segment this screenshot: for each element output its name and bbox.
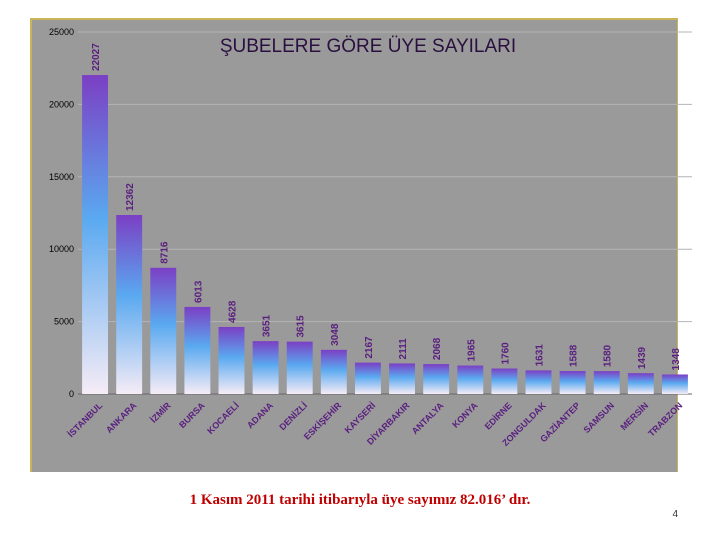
y-tick-label: 0 <box>69 389 74 399</box>
data-label: 2111 <box>398 338 409 360</box>
x-tick-label: EDİRNE <box>483 400 514 431</box>
data-label: 3651 <box>262 314 273 337</box>
data-label: 1760 <box>500 342 511 365</box>
x-tick-label: ANTALYA <box>410 400 446 436</box>
data-label: 1965 <box>466 339 477 362</box>
bar <box>389 363 416 394</box>
data-label: 3048 <box>330 323 341 346</box>
data-label: 12362 <box>125 183 136 211</box>
x-tick-label: İZMİR <box>148 400 173 425</box>
x-tick-label: KONYA <box>450 400 480 430</box>
bar <box>354 362 381 394</box>
data-label: 4628 <box>228 300 239 323</box>
data-label: 22027 <box>91 43 102 71</box>
data-label: 1348 <box>671 348 682 371</box>
x-tick-label: KOCAELİ <box>205 400 241 436</box>
page-number: 4 <box>672 509 678 520</box>
x-tick-label: SAMSUN <box>581 400 616 435</box>
bar <box>82 75 109 394</box>
bar <box>150 267 177 394</box>
data-label: 1580 <box>603 344 614 367</box>
y-tick-label: 10000 <box>49 244 74 254</box>
data-label: 3615 <box>296 315 307 338</box>
y-tick-label: 5000 <box>54 317 74 327</box>
data-label: 1439 <box>637 346 648 369</box>
data-label: 6013 <box>193 280 204 303</box>
footer-note: 1 Kasım 2011 tarihi itibarıyla üye sayım… <box>189 492 531 508</box>
bar <box>116 214 143 394</box>
x-tick-label: MERSİN <box>618 400 650 432</box>
bar <box>320 349 347 394</box>
x-tick-label: KAYSERİ <box>343 400 378 435</box>
x-tick-label: TRABZON <box>646 400 684 438</box>
bar <box>252 341 279 394</box>
y-tick-label: 15000 <box>49 172 74 182</box>
data-label: 2167 <box>364 336 375 359</box>
bar <box>184 306 211 394</box>
data-label: 2068 <box>432 337 443 360</box>
data-label: 8716 <box>159 241 170 264</box>
bar <box>218 326 245 394</box>
x-tick-label: DENİZLİ <box>277 400 309 432</box>
bar <box>457 365 484 394</box>
bar <box>593 371 620 394</box>
y-tick-label: 20000 <box>49 99 74 109</box>
x-tick-label: ANKARA <box>104 400 139 435</box>
chart-title: ŞUBELERE GÖRE ÜYE SAYILARI <box>220 36 516 57</box>
y-tick-label: 25000 <box>49 27 74 37</box>
x-tick-label: ADANA <box>245 400 275 430</box>
x-tick-label: BURSA <box>177 400 207 430</box>
bar <box>423 364 450 394</box>
bar <box>661 374 688 394</box>
bar <box>525 370 552 394</box>
bar <box>627 373 654 394</box>
x-tick-label: İSTANBUL <box>66 400 105 439</box>
data-label: 1588 <box>569 344 580 367</box>
bar <box>559 371 586 394</box>
bar <box>491 368 518 394</box>
x-tick-label: ESKİŞEHİR <box>302 400 344 442</box>
data-label: 1631 <box>535 344 546 367</box>
bar <box>286 341 313 394</box>
